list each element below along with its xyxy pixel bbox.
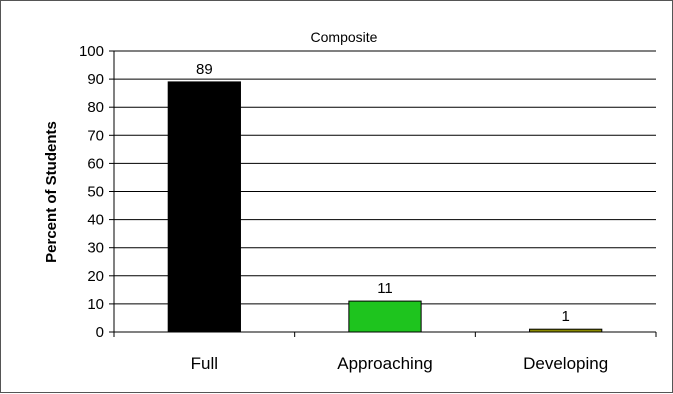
- y-tick-label: 30: [87, 240, 104, 257]
- category-label-developing: Developing: [523, 354, 608, 373]
- y-axis-label: Percent of Students: [43, 121, 60, 263]
- x-axis-ticks: Full Approaching Developing: [113, 332, 657, 373]
- bars: [167, 81, 603, 333]
- category-label-full: Full: [191, 354, 218, 373]
- y-axis-ticks: 0 10 20 30 40 50 60 70 80 90 100: [79, 43, 114, 341]
- bar-full: [167, 81, 241, 333]
- chart-title: Composite: [311, 29, 378, 45]
- y-tick-label: 90: [87, 71, 104, 88]
- y-tick-label: 60: [87, 155, 104, 172]
- y-tick-label: 80: [87, 99, 104, 116]
- y-tick-label: 20: [87, 268, 104, 285]
- y-tick-label: 70: [87, 127, 104, 144]
- data-label-approaching: 11: [377, 280, 393, 297]
- y-tick-label: 40: [87, 212, 104, 229]
- y-tick-label: 0: [96, 324, 104, 341]
- y-tick-label: 100: [79, 43, 104, 60]
- y-tick-label: 10: [87, 296, 104, 313]
- bar-approaching: [348, 300, 422, 333]
- category-label-approaching: Approaching: [337, 354, 432, 373]
- data-label-developing: 1: [561, 308, 569, 325]
- y-tick-label: 50: [87, 184, 104, 201]
- data-label-full: 89: [196, 61, 213, 78]
